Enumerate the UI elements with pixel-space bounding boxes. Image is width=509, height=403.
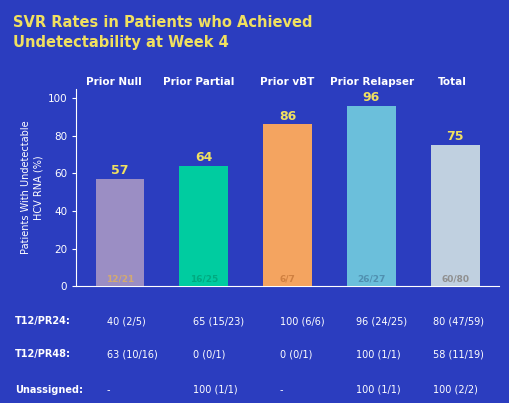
Text: -: - xyxy=(280,385,284,395)
Text: Prior Partial: Prior Partial xyxy=(163,77,235,87)
Text: 58 (11/19): 58 (11/19) xyxy=(433,349,484,359)
Bar xyxy=(431,145,479,286)
Y-axis label: Patients With Undetectable
HCV RNA (%): Patients With Undetectable HCV RNA (%) xyxy=(21,120,44,254)
Text: Unassigned:: Unassigned: xyxy=(15,385,83,395)
Text: Prior Null: Prior Null xyxy=(87,77,142,87)
Text: 26/27: 26/27 xyxy=(357,274,386,283)
Text: 80 (47/59): 80 (47/59) xyxy=(433,316,484,326)
Text: 12/21: 12/21 xyxy=(106,274,134,283)
Text: 57: 57 xyxy=(111,164,129,177)
Text: SVR Rates in Patients who Achieved
Undetectability at Week 4: SVR Rates in Patients who Achieved Undet… xyxy=(13,15,312,50)
Text: 96 (24/25): 96 (24/25) xyxy=(356,316,407,326)
Bar xyxy=(263,125,312,286)
Text: 96: 96 xyxy=(363,91,380,104)
Text: Prior vBT: Prior vBT xyxy=(261,77,315,87)
Text: 64: 64 xyxy=(195,151,212,164)
Bar xyxy=(179,166,228,286)
Text: Prior Relapser: Prior Relapser xyxy=(330,77,414,87)
Text: 60/80: 60/80 xyxy=(441,274,469,283)
Text: 40 (2/5): 40 (2/5) xyxy=(107,316,146,326)
Text: 100 (1/1): 100 (1/1) xyxy=(356,349,401,359)
Text: 100 (1/1): 100 (1/1) xyxy=(193,385,238,395)
Text: 100 (1/1): 100 (1/1) xyxy=(356,385,401,395)
Text: 0 (0/1): 0 (0/1) xyxy=(193,349,226,359)
Text: 63 (10/16): 63 (10/16) xyxy=(107,349,158,359)
Text: 0 (0/1): 0 (0/1) xyxy=(280,349,313,359)
Text: -: - xyxy=(107,385,110,395)
Text: 100 (6/6): 100 (6/6) xyxy=(280,316,325,326)
Text: T12/PR24:: T12/PR24: xyxy=(15,316,71,326)
Text: T12/PR48:: T12/PR48: xyxy=(15,349,71,359)
Bar xyxy=(96,179,144,286)
Text: 75: 75 xyxy=(446,130,464,143)
Text: 6/7: 6/7 xyxy=(279,274,296,283)
Text: 65 (15/23): 65 (15/23) xyxy=(193,316,244,326)
Bar xyxy=(347,106,396,286)
Text: 100 (2/2): 100 (2/2) xyxy=(433,385,477,395)
Text: 16/25: 16/25 xyxy=(190,274,218,283)
Text: 86: 86 xyxy=(279,110,296,123)
Text: Total: Total xyxy=(438,77,467,87)
